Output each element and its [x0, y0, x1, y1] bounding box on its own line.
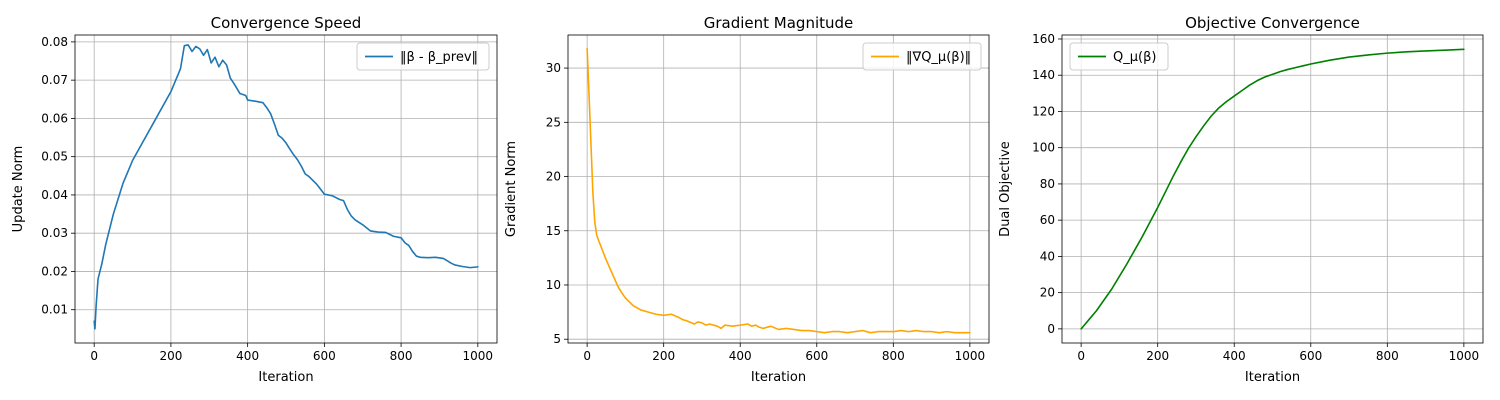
- convergence-speed-y-tick-label-1: 0.02: [41, 264, 68, 278]
- objective-convergence-x-tick-label-5: 1000: [1449, 349, 1480, 363]
- convergence-speed-y-tick-label-5: 0.06: [41, 111, 68, 125]
- objective-convergence-y-tick-label-7: 140: [1032, 68, 1055, 82]
- convergence-speed-axes-frame: [74, 34, 498, 344]
- objective-convergence-chart-title: Objective Convergence: [1185, 14, 1360, 32]
- objective-convergence-legend-label-0: Q_μ(β): [1113, 50, 1156, 65]
- convergence-speed-x-axis-label: Iteration: [258, 370, 313, 385]
- convergence-speed-chart-title: Convergence Speed: [211, 14, 362, 32]
- gradient-magnitude-x-tick-label-1: 200: [652, 349, 675, 363]
- gradient-magnitude-legend: ‖∇Q_μ(β)‖: [862, 42, 982, 71]
- gradient-magnitude-x-tick-label-4: 800: [882, 349, 905, 363]
- objective-convergence-y-tick-label-6: 120: [1032, 104, 1055, 118]
- objective-convergence-x-tick-label-4: 800: [1376, 349, 1399, 363]
- convergence-speed-x-tick-label-4: 800: [390, 349, 413, 363]
- gradient-magnitude-panel: 0 200 400 600 800 1000 5 10 15 20 25 30 Gradient Mag…: [504, 14, 990, 385]
- objective-convergence-y-tick-label-0: 0: [1047, 322, 1055, 336]
- gradient-magnitude-series-line-0: [586, 47, 971, 334]
- gradient-magnitude-x-tick-label-5: 1000: [955, 349, 986, 363]
- gradient-magnitude-x-axis-label: Iteration: [751, 370, 806, 385]
- objective-convergence-panel: 0 200 400 600 800 1000 0 20 40 60 80 100 120 140 160 Ob…: [998, 14, 1484, 385]
- convergence-speed-y-tick-label-3: 0.04: [41, 188, 68, 202]
- objective-convergence-x-tick-label-3: 600: [1299, 349, 1322, 363]
- objective-convergence-legend: Q_μ(β): [1069, 42, 1169, 71]
- convergence-speed-x-tick-label-0: 0: [90, 349, 98, 363]
- convergence-speed-legend: ‖β - β_prev‖: [356, 42, 490, 71]
- convergence-speed-x-tick-label-3: 600: [313, 349, 336, 363]
- convergence-speed-panel: 0 200 400 600 800 1000 0.01 0.02 0.03 0.04 0.05 0.0…: [11, 14, 498, 385]
- objective-convergence-y-tick-label-5: 100: [1032, 141, 1055, 155]
- gradient-magnitude-x-tick-label-0: 0: [583, 349, 591, 363]
- gradient-magnitude-x-tick-label-2: 400: [729, 349, 752, 363]
- convergence-speed-y-tick-label-6: 0.07: [41, 73, 68, 87]
- gradient-magnitude-legend-label-0: ‖∇Q_μ(β)‖: [906, 50, 971, 65]
- convergence-speed-y-axis-label: Update Norm: [11, 146, 26, 233]
- gradient-magnitude-x-tick-label-3: 600: [805, 349, 828, 363]
- objective-convergence-y-tick-label-3: 60: [1040, 213, 1055, 227]
- convergence-speed-y-tick-label-4: 0.05: [41, 150, 68, 164]
- gradient-magnitude-y-axis-label: Gradient Norm: [504, 141, 519, 237]
- gradient-magnitude-y-tick-label-0: 5: [553, 332, 561, 346]
- convergence-speed-y-tick-label-7: 0.08: [41, 35, 68, 49]
- convergence-speed-x-tick-label-5: 1000: [463, 349, 494, 363]
- objective-convergence-legend-box: [1069, 42, 1169, 71]
- convergence-speed-series-line-0: [93, 44, 479, 330]
- objective-convergence-x-axis-label: Iteration: [1245, 370, 1300, 385]
- convergence-speed-legend-label-0: ‖β - β_prev‖: [400, 50, 478, 65]
- convergence-speed-y-tick-label-0: 0.01: [41, 303, 68, 317]
- gradient-magnitude-y-tick-label-4: 25: [546, 115, 561, 129]
- objective-convergence-series-line-0: [1080, 48, 1465, 330]
- gradient-magnitude-y-tick-label-5: 30: [546, 61, 561, 75]
- objective-convergence-y-tick-label-8: 160: [1032, 32, 1055, 46]
- convergence-speed-y-tick-label-2: 0.03: [41, 226, 68, 240]
- objective-convergence-y-tick-label-4: 80: [1040, 177, 1055, 191]
- objective-convergence-x-tick-label-0: 0: [1077, 349, 1085, 363]
- gradient-magnitude-axes-frame: [567, 34, 990, 344]
- gradient-magnitude-y-tick-label-1: 10: [546, 278, 561, 292]
- convergence-speed-x-tick-label-1: 200: [159, 349, 182, 363]
- gradient-magnitude-chart-title: Gradient Magnitude: [704, 14, 854, 32]
- objective-convergence-y-tick-label-1: 20: [1040, 286, 1055, 300]
- convergence-speed-x-tick-label-2: 400: [236, 349, 259, 363]
- objective-convergence-x-tick-label-1: 200: [1146, 349, 1169, 363]
- convergence-speed-legend-box: [356, 42, 490, 71]
- gradient-magnitude-y-tick-label-3: 20: [546, 170, 561, 184]
- objective-convergence-y-tick-label-2: 40: [1040, 249, 1055, 263]
- objective-convergence-y-axis-label: Dual Objective: [998, 141, 1013, 237]
- objective-convergence-x-tick-label-2: 400: [1223, 349, 1246, 363]
- gradient-magnitude-legend-box: [862, 42, 982, 71]
- gradient-magnitude-y-tick-label-2: 15: [546, 224, 561, 238]
- objective-convergence-axes-frame: [1061, 34, 1484, 344]
